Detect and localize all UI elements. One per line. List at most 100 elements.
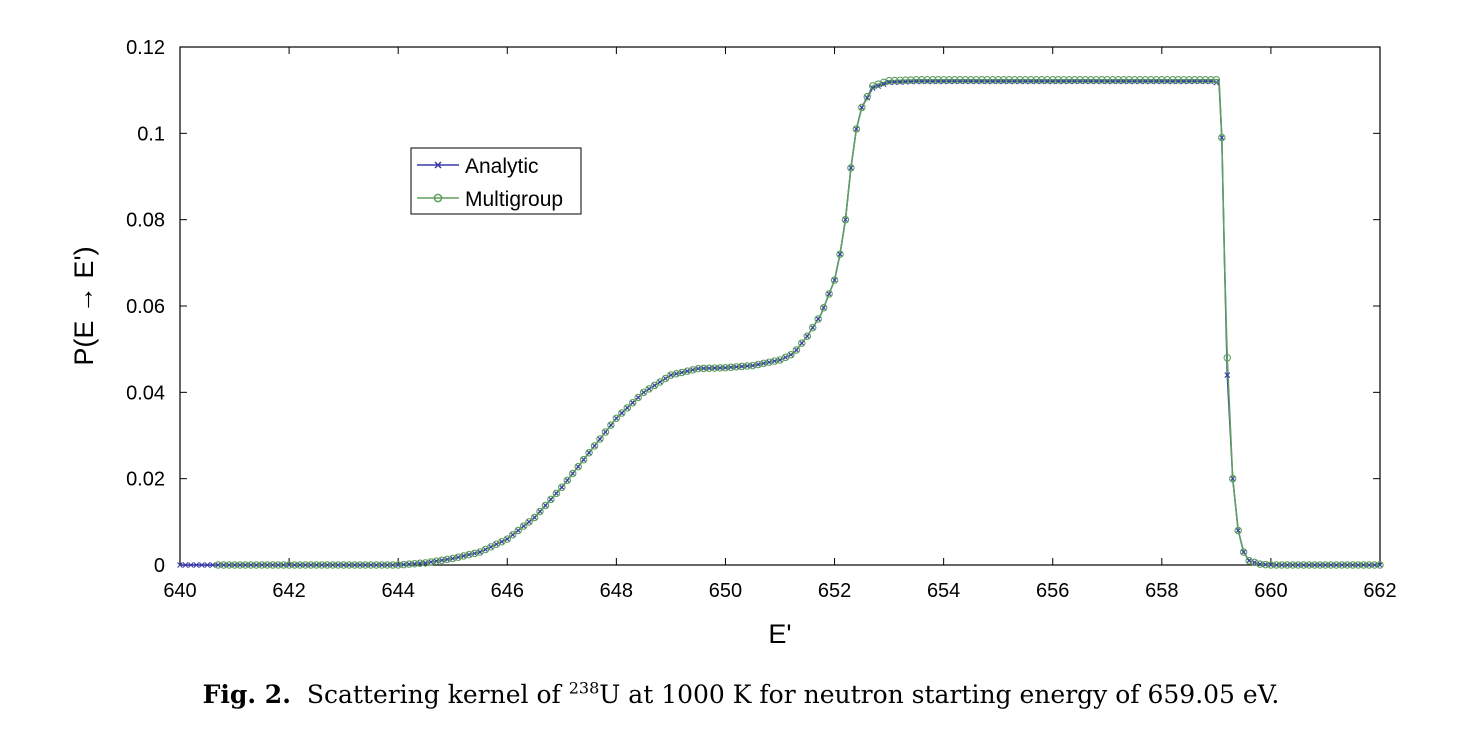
marker-multigroup xyxy=(1032,76,1041,84)
marker-analytic xyxy=(793,347,800,353)
marker-analytic xyxy=(984,78,991,85)
marker-multigroup xyxy=(721,363,730,372)
marker-analytic xyxy=(564,477,571,484)
caption-label: Fig. 2. xyxy=(202,680,291,709)
marker-multigroup xyxy=(236,561,244,569)
marker-multigroup xyxy=(967,76,975,84)
marker-multigroup xyxy=(803,332,812,340)
marker-analytic xyxy=(897,79,903,85)
marker-analytic xyxy=(198,562,205,568)
marker-multigroup xyxy=(683,367,692,375)
marker-multigroup xyxy=(1048,76,1057,84)
marker-analytic xyxy=(646,385,652,392)
marker-multigroup xyxy=(688,366,697,374)
marker-multigroup xyxy=(1256,560,1264,568)
marker-multigroup xyxy=(847,164,855,172)
marker-analytic xyxy=(308,562,314,568)
marker-analytic xyxy=(1017,78,1023,85)
marker-multigroup xyxy=(1338,561,1346,569)
marker-analytic xyxy=(678,369,685,376)
marker-multigroup xyxy=(465,550,473,559)
marker-multigroup xyxy=(361,561,370,569)
marker-multigroup xyxy=(307,561,315,569)
marker-analytic xyxy=(597,436,603,442)
marker-analytic xyxy=(995,78,1002,85)
marker-analytic xyxy=(444,556,451,563)
marker-multigroup xyxy=(410,559,419,568)
marker-multigroup xyxy=(743,362,752,370)
marker-multigroup xyxy=(923,76,932,84)
marker-analytic xyxy=(471,550,478,557)
marker-analytic xyxy=(1208,78,1214,85)
marker-analytic xyxy=(946,78,952,85)
marker-analytic xyxy=(684,368,691,375)
marker-analytic xyxy=(613,415,620,422)
marker-analytic xyxy=(1033,78,1040,85)
marker-multigroup xyxy=(1228,474,1237,483)
marker-analytic xyxy=(749,362,756,369)
marker-analytic xyxy=(1246,557,1252,564)
marker-multigroup xyxy=(1005,76,1013,84)
marker-multigroup xyxy=(1348,561,1357,569)
marker-multigroup xyxy=(1343,561,1352,569)
marker-multigroup xyxy=(1027,76,1035,84)
marker-analytic xyxy=(537,508,543,515)
legend-label-analytic: Analytic xyxy=(465,155,539,178)
marker-analytic xyxy=(640,389,647,396)
marker-multigroup xyxy=(541,501,550,510)
y-tick-label: 0.02 xyxy=(126,469,165,491)
marker-multigroup xyxy=(399,560,408,569)
marker-analytic xyxy=(968,78,974,85)
marker-analytic xyxy=(940,78,947,85)
marker-analytic xyxy=(1126,78,1132,85)
marker-analytic xyxy=(837,251,843,258)
marker-analytic xyxy=(1137,78,1143,85)
marker-analytic xyxy=(902,78,909,85)
marker-multigroup xyxy=(1016,76,1024,84)
marker-analytic xyxy=(815,316,822,322)
marker-multigroup xyxy=(656,378,664,386)
marker-analytic xyxy=(1355,562,1362,568)
marker-multigroup xyxy=(1201,76,1210,84)
y-tick-label: 0 xyxy=(154,555,165,577)
x-axis-label: E' xyxy=(768,619,791,649)
marker-analytic xyxy=(1142,78,1149,85)
marker-analytic xyxy=(744,363,751,369)
marker-multigroup xyxy=(241,561,250,569)
marker-analytic xyxy=(488,543,494,550)
marker-multigroup xyxy=(694,364,702,373)
marker-multigroup xyxy=(628,398,637,407)
marker-analytic xyxy=(1011,78,1018,85)
marker-multigroup xyxy=(1114,76,1122,84)
marker-multigroup xyxy=(645,385,653,393)
marker-multigroup xyxy=(1054,76,1062,84)
marker-analytic xyxy=(406,561,412,568)
marker-analytic xyxy=(1006,78,1012,85)
marker-multigroup xyxy=(421,559,430,567)
marker-multigroup xyxy=(1310,561,1319,569)
marker-multigroup xyxy=(432,557,441,565)
marker-analytic xyxy=(908,78,914,85)
marker-analytic xyxy=(1115,78,1122,85)
marker-multigroup xyxy=(1070,76,1079,84)
marker-multigroup xyxy=(290,561,299,569)
marker-multigroup xyxy=(634,393,642,402)
marker-analytic xyxy=(788,351,794,358)
marker-analytic xyxy=(1038,78,1045,85)
legend-marker-multigroup xyxy=(433,193,443,203)
marker-analytic xyxy=(1066,78,1072,85)
caption-text-after: U at 1000 K for neutron starting energy … xyxy=(599,680,1280,709)
marker-multigroup xyxy=(258,561,266,569)
marker-analytic xyxy=(738,363,745,370)
marker-analytic xyxy=(193,562,200,568)
marker-multigroup xyxy=(514,526,522,535)
y-axis-label: P(E → E') xyxy=(69,246,99,365)
marker-analytic xyxy=(1224,372,1231,378)
marker-analytic xyxy=(1311,562,1318,568)
marker-analytic xyxy=(226,562,232,568)
marker-analytic xyxy=(351,562,358,568)
marker-multigroup xyxy=(1092,76,1101,84)
y-tick-label: 0.12 xyxy=(126,37,165,59)
marker-multigroup xyxy=(536,507,544,516)
marker-multigroup xyxy=(219,561,228,569)
